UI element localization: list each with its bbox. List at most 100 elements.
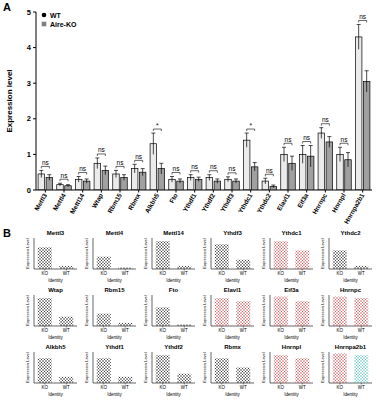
error-line: [292, 156, 293, 170]
strip-panel: HnrnplExpression LevelIdentityKOWT: [261, 344, 313, 397]
strip-panel: FtoExpression LevelIdentityKOWT: [143, 287, 195, 340]
error-cap: [77, 176, 81, 177]
y-axis-label: Expression Level: [143, 352, 148, 383]
error-line: [86, 179, 87, 183]
y-axis-label: Expression Level: [25, 238, 30, 269]
x-tick-label: Ythdc1: [237, 192, 254, 215]
x-tick-label: Rbm15: [106, 192, 123, 215]
x-tick-label: KO: [100, 271, 107, 276]
significance-label: ns: [61, 172, 69, 179]
bar: [326, 142, 333, 190]
figure: AB012345Expression levelMettl3nsMettl4ns…: [0, 0, 377, 400]
significance-label: ns: [285, 136, 293, 143]
cell-spread: [38, 247, 52, 269]
y-axis: [34, 352, 35, 383]
strips: [215, 244, 251, 269]
panel-title: Hnrnpa2b1: [335, 344, 367, 350]
x-tick-label: WT: [63, 328, 70, 333]
x-tick: [213, 190, 214, 193]
error-line: [78, 176, 79, 182]
strips: [215, 358, 251, 383]
x-tick: [325, 190, 326, 193]
bracket: [303, 142, 311, 144]
error-line: [236, 179, 237, 183]
x-tick: [362, 190, 363, 193]
error-bar: [178, 179, 182, 183]
strip-panel: Eif3aExpression LevelIdentityKOWT: [261, 287, 313, 340]
y-tick-label: 3: [27, 79, 31, 88]
error-cap: [245, 133, 249, 134]
error-bar: [290, 156, 294, 170]
error-line: [124, 175, 125, 181]
error-cap: [271, 185, 275, 186]
y-tick-label: 4: [27, 43, 32, 52]
legend: WTAire-KO: [42, 12, 77, 28]
x-tick-label: Mettl3: [33, 192, 49, 212]
x-tick: [269, 190, 270, 193]
x-tick-label: KO: [159, 271, 166, 276]
x-tick-label: KO: [159, 385, 166, 390]
x-tick-label: KO: [41, 328, 48, 333]
x-tick-label: WT: [63, 271, 70, 276]
error-cap: [346, 152, 350, 153]
y-axis-label: Expression Level: [202, 295, 207, 326]
x-tick-label: WT: [122, 271, 129, 276]
error-bar: [47, 175, 51, 181]
x-tick: [288, 190, 289, 193]
y-axis: [93, 352, 94, 383]
cell-spread: [97, 314, 111, 326]
x-tick-label: Hnrnpc: [311, 192, 329, 216]
x-tick-label: WT: [299, 271, 306, 276]
strips: [97, 314, 133, 326]
x-tick-label: KO: [277, 385, 284, 390]
x-tick-label: WT: [299, 328, 306, 333]
error-cap: [85, 178, 89, 179]
error-line: [116, 170, 117, 177]
bracket: [247, 129, 255, 131]
bracket: [228, 173, 236, 175]
x-tick: [232, 190, 233, 193]
error-bar: [95, 158, 99, 169]
error-cap: [301, 145, 305, 146]
error-line: [49, 175, 50, 181]
y-axis: [211, 352, 212, 383]
error-cap: [215, 178, 219, 179]
error-cap: [114, 170, 118, 171]
x-axis-label: Identity: [107, 278, 122, 283]
error-cap: [338, 147, 342, 148]
panel-label: B: [3, 227, 11, 239]
panel-title: Mettl4: [106, 230, 124, 236]
error-line: [254, 163, 255, 172]
error-bar: [207, 175, 211, 181]
error-cap: [319, 127, 323, 128]
error-line: [142, 169, 143, 176]
significance-bracket: ns: [135, 153, 143, 163]
error-line: [358, 24, 359, 49]
significance-label: ns: [210, 163, 218, 170]
y-axis: [152, 295, 153, 326]
strips: [156, 241, 192, 269]
x-tick: [82, 190, 83, 193]
strip-panel: Mettl14Expression LevelIdentityKOWT: [143, 230, 195, 283]
error-line: [209, 175, 210, 181]
x-tick-label: Ythdf1: [181, 192, 197, 213]
panel-title: Ythdf3: [223, 230, 242, 236]
panel-title: Ythdf1: [105, 344, 124, 350]
y-axis: [270, 352, 271, 383]
y-axis-label: Expression Level: [320, 238, 325, 269]
error-cap: [47, 174, 51, 175]
cell-spread: [59, 377, 73, 383]
error-cap: [159, 163, 163, 164]
cell-spread: [333, 354, 347, 383]
x-tick-label: Fto: [168, 192, 179, 204]
cell-spread: [236, 368, 250, 384]
significance-bracket: ns: [79, 165, 87, 175]
error-cap: [170, 176, 174, 177]
x-tick-label: Wtap: [90, 192, 105, 210]
error-bar: [58, 183, 62, 186]
y-axis: [34, 295, 35, 326]
x-axis-label: Identity: [107, 392, 122, 397]
cell-spread: [295, 358, 309, 383]
cell-spread: [333, 250, 347, 269]
error-cap: [197, 177, 201, 178]
